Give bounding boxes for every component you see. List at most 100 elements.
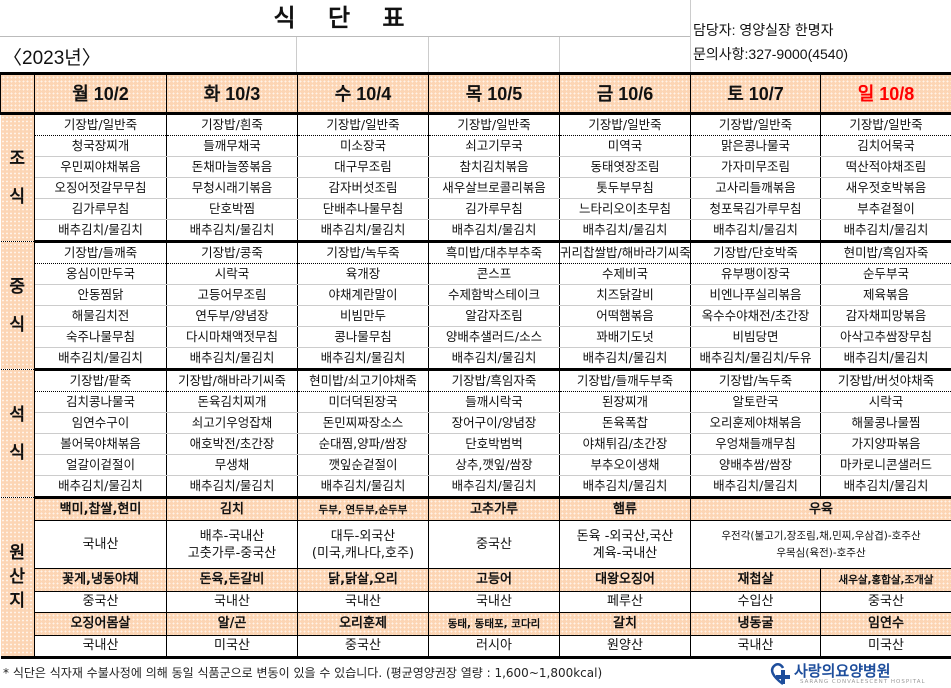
origin-item: 고등어 bbox=[428, 568, 560, 592]
menu-item: 현미밥/쇠고기야채죽 bbox=[297, 369, 429, 392]
menu-item: 기장밥/일반죽 bbox=[820, 113, 951, 136]
menu-item: 배추김치/물김치 bbox=[428, 475, 560, 499]
menu-item: 배추김치/물김치/두유 bbox=[690, 347, 821, 371]
menu-item: 가자미무조림 bbox=[690, 156, 821, 178]
menu-item: 콩나물무침 bbox=[297, 326, 429, 348]
menu-item: 부추오이생채 bbox=[559, 454, 691, 476]
origin-item: 오리훈제 bbox=[297, 612, 429, 636]
menu-item: 애호박전/초간장 bbox=[166, 433, 298, 455]
menu-item: 임연수구이 bbox=[34, 412, 167, 434]
menu-item: 다시마채액젓무침 bbox=[166, 326, 298, 348]
menu-item: 배추김치/물김치 bbox=[34, 475, 167, 499]
menu-item: 참치김치볶음 bbox=[428, 156, 560, 178]
menu-item: 기장밥/버섯야채죽 bbox=[820, 369, 951, 392]
menu-item: 알토란국 bbox=[690, 391, 821, 413]
origin-country: 돈육 -외국산,국산 계육-국내산 bbox=[559, 520, 691, 569]
menu-item: 동태엿장조림 bbox=[559, 156, 691, 178]
menu-item: 무생채 bbox=[166, 454, 298, 476]
origin-label: 원산지 bbox=[0, 497, 35, 659]
menu-item: 배추김치/물김치 bbox=[820, 347, 951, 371]
menu-item: 쇠고기우엉잡채 bbox=[166, 412, 298, 434]
menu-item: 배추김치/물김치 bbox=[34, 347, 167, 371]
menu-item: 시락국 bbox=[820, 391, 951, 413]
menu-item: 미소장국 bbox=[297, 135, 429, 157]
menu-item: 감자버섯조림 bbox=[297, 177, 429, 199]
menu-item: 배추김치/물김치 bbox=[559, 475, 691, 499]
origin-item: 꽃게,냉동야채 bbox=[34, 568, 167, 592]
origin-country: 원양산 bbox=[559, 635, 691, 659]
manager-text: 담당자: 영양실장 한명자 bbox=[693, 22, 834, 38]
footer-note: * 식단은 식자재 수불사정에 의해 동일 식품군으로 변동이 있을 수 있습니… bbox=[3, 666, 603, 680]
menu-item: 김가루무침 bbox=[428, 198, 560, 220]
logo-subtitle: SARANG CONVALESCENT HOSPITAL bbox=[800, 679, 926, 685]
day-header: 화 10/3 bbox=[166, 72, 298, 115]
menu-item: 배추김치/물김치 bbox=[34, 219, 167, 243]
origin-country: 중국산 bbox=[297, 635, 429, 659]
origin-country: 미국산 bbox=[820, 635, 951, 659]
menu-item: 양배추샐러드/소스 bbox=[428, 326, 560, 348]
menu-item: 들깨시락국 bbox=[428, 391, 560, 413]
menu-item: 비빔당면 bbox=[690, 326, 821, 348]
page-title: 식 단 표 bbox=[0, 0, 690, 37]
menu-item: 대구무조림 bbox=[297, 156, 429, 178]
menu-item: 아삭고추쌈장무침 bbox=[820, 326, 951, 348]
origin-country: 중국산 bbox=[34, 591, 167, 613]
menu-item: 단배추나물무침 bbox=[297, 198, 429, 220]
menu-item: 옹심이만두국 bbox=[34, 263, 167, 285]
origin-item: 우육 bbox=[690, 497, 951, 521]
menu-item: 장어구이/양념장 bbox=[428, 412, 560, 434]
origin-country: 페루산 bbox=[559, 591, 691, 613]
menu-item: 기장밥/일반죽 bbox=[690, 113, 821, 136]
origin-country: 러시아 bbox=[428, 635, 560, 659]
origin-item: 재첩살 bbox=[690, 568, 821, 592]
menu-item: 유부팽이장국 bbox=[690, 263, 821, 285]
menu-item: 부추겉절이 bbox=[820, 198, 951, 220]
menu-item: 김가루무침 bbox=[34, 198, 167, 220]
menu-item: 해물콩나물찜 bbox=[820, 412, 951, 434]
menu-item: 가지양파볶음 bbox=[820, 433, 951, 455]
origin-item: 갈치 bbox=[559, 612, 691, 636]
menu-item: 배추김치/물김치 bbox=[559, 219, 691, 243]
menu-item: 치즈닭갈비 bbox=[559, 284, 691, 306]
menu-item: 어떡햄볶음 bbox=[559, 305, 691, 327]
menu-item: 콘스프 bbox=[428, 263, 560, 285]
menu-item: 배추김치/물김치 bbox=[166, 219, 298, 243]
menu-item: 우민찌야채볶음 bbox=[34, 156, 167, 178]
menu-item: 수제비국 bbox=[559, 263, 691, 285]
menu-item: 무청시래기볶음 bbox=[166, 177, 298, 199]
menu-item: 떡산적야채조림 bbox=[820, 156, 951, 178]
menu-item: 기장밥/흰죽 bbox=[166, 113, 298, 136]
menu-item: 배추김치/물김치 bbox=[559, 347, 691, 371]
menu-item: 기장밥/녹두죽 bbox=[297, 241, 429, 264]
menu-item: 기장밥/들깨두부죽 bbox=[559, 369, 691, 392]
meal-label: 중식 bbox=[0, 241, 35, 370]
menu-item: 기장밥/일반죽 bbox=[559, 113, 691, 136]
origin-item: 고추가루 bbox=[428, 497, 560, 521]
menu-item: 된장찌개 bbox=[559, 391, 691, 413]
menu-item: 맑은콩나물국 bbox=[690, 135, 821, 157]
menu-item: 청포묵김가루무침 bbox=[690, 198, 821, 220]
origin-item: 닭,닭살,오리 bbox=[297, 568, 429, 592]
menu-item: 흑미밥/대추부추죽 bbox=[428, 241, 560, 264]
origin-country: 대두-외국산 (미국,캐나다,호주) bbox=[297, 520, 429, 569]
origin-item: 햄류 bbox=[559, 497, 691, 521]
origin-country: 국내산 bbox=[34, 520, 167, 569]
menu-item: 느타리오이초무침 bbox=[559, 198, 691, 220]
origin-country: 중국산 bbox=[820, 591, 951, 613]
menu-item: 안동찜닭 bbox=[34, 284, 167, 306]
day-header: 일 10/8 bbox=[820, 72, 951, 115]
origin-item: 알/곤 bbox=[166, 612, 298, 636]
menu-item: 옥수수야채전/초간장 bbox=[690, 305, 821, 327]
menu-item: 얼갈이겉절이 bbox=[34, 454, 167, 476]
origin-country: 배추-국내산 고춧가루-중국산 bbox=[166, 520, 298, 569]
menu-item: 제육볶음 bbox=[820, 284, 951, 306]
contact-text: 문의사항:327-9000(4540) bbox=[693, 46, 849, 62]
menu-item: 배추김치/물김치 bbox=[690, 219, 821, 243]
menu-item: 기장밥/녹두죽 bbox=[690, 369, 821, 392]
menu-item: 새우살브로콜리볶음 bbox=[428, 177, 560, 199]
divider bbox=[428, 37, 429, 72]
origin-country: 국내산 bbox=[428, 591, 560, 613]
menu-item: 연두부/양념장 bbox=[166, 305, 298, 327]
day-header: 수 10/4 bbox=[297, 72, 429, 115]
divider bbox=[559, 37, 560, 72]
